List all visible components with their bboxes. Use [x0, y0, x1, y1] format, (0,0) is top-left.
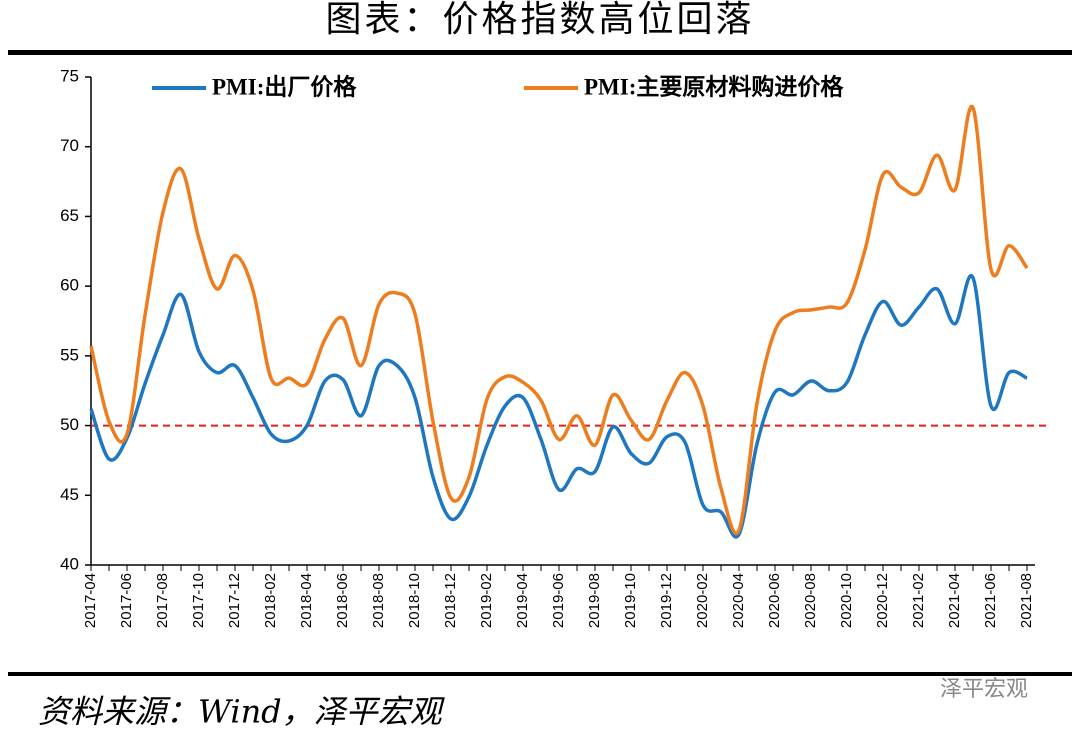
x-tick-label: 2017-10 — [190, 573, 207, 628]
x-tick-label: 2018-10 — [406, 573, 423, 628]
y-tick-label: 70 — [60, 136, 79, 155]
legend-label: PMI:出厂价格 — [212, 73, 357, 99]
x-tick-label: 2019-02 — [478, 573, 495, 628]
source: 资料来源：Wind，泽平宏观 — [38, 693, 446, 731]
series-line — [89, 273, 1028, 539]
x-tick-label: 2019-08 — [586, 573, 603, 628]
title-rule — [8, 50, 1072, 55]
footer-rule — [8, 672, 1072, 676]
x-tick-label: 2017-06 — [118, 573, 135, 628]
y-tick-label: 40 — [60, 554, 79, 573]
x-tick-label: 2017-12 — [226, 573, 243, 628]
x-tick-label: 2018-06 — [334, 573, 351, 628]
series-line — [89, 104, 1029, 535]
y-tick-label: 50 — [60, 415, 79, 434]
x-tick-label: 2020-08 — [802, 573, 819, 628]
y-tick-label: 60 — [60, 276, 79, 295]
x-tick-label: 2018-04 — [298, 573, 315, 628]
x-tick-label: 2018-02 — [262, 573, 279, 628]
x-tick-label: 2020-02 — [694, 573, 711, 628]
x-tick-label: 2017-08 — [154, 573, 171, 628]
x-tick-label: 2020-04 — [730, 573, 747, 628]
y-tick-label: 65 — [60, 206, 79, 225]
x-tick-label: 2021-04 — [946, 573, 963, 628]
y-tick-label: 75 — [60, 66, 79, 85]
chart-title: 图表：价格指数高位回落 — [325, 0, 754, 40]
x-tick-label: 2019-10 — [622, 573, 639, 628]
x-tick-label: 2020-10 — [838, 573, 855, 628]
x-tick-label: 2018-12 — [442, 573, 459, 628]
y-tick-label: 45 — [60, 485, 79, 504]
legend-label: PMI:主要原材料购进价格 — [584, 73, 844, 99]
x-tick-label: 2019-04 — [514, 573, 531, 628]
x-tick-label: 2021-02 — [910, 573, 927, 628]
x-tick-label: 2020-12 — [874, 573, 891, 628]
x-tick-label: 2021-08 — [1018, 573, 1035, 628]
x-tick-label: 2021-06 — [982, 573, 999, 628]
x-tick-label: 2019-06 — [550, 573, 567, 628]
x-tick-label: 2020-06 — [766, 573, 783, 628]
y-tick-label: 55 — [60, 345, 79, 364]
x-tick-label: 2017-04 — [82, 573, 99, 628]
x-tick-label: 2018-08 — [370, 573, 387, 628]
watermark: 泽平宏观 — [940, 676, 1028, 701]
x-tick-label: 2019-12 — [658, 573, 675, 628]
